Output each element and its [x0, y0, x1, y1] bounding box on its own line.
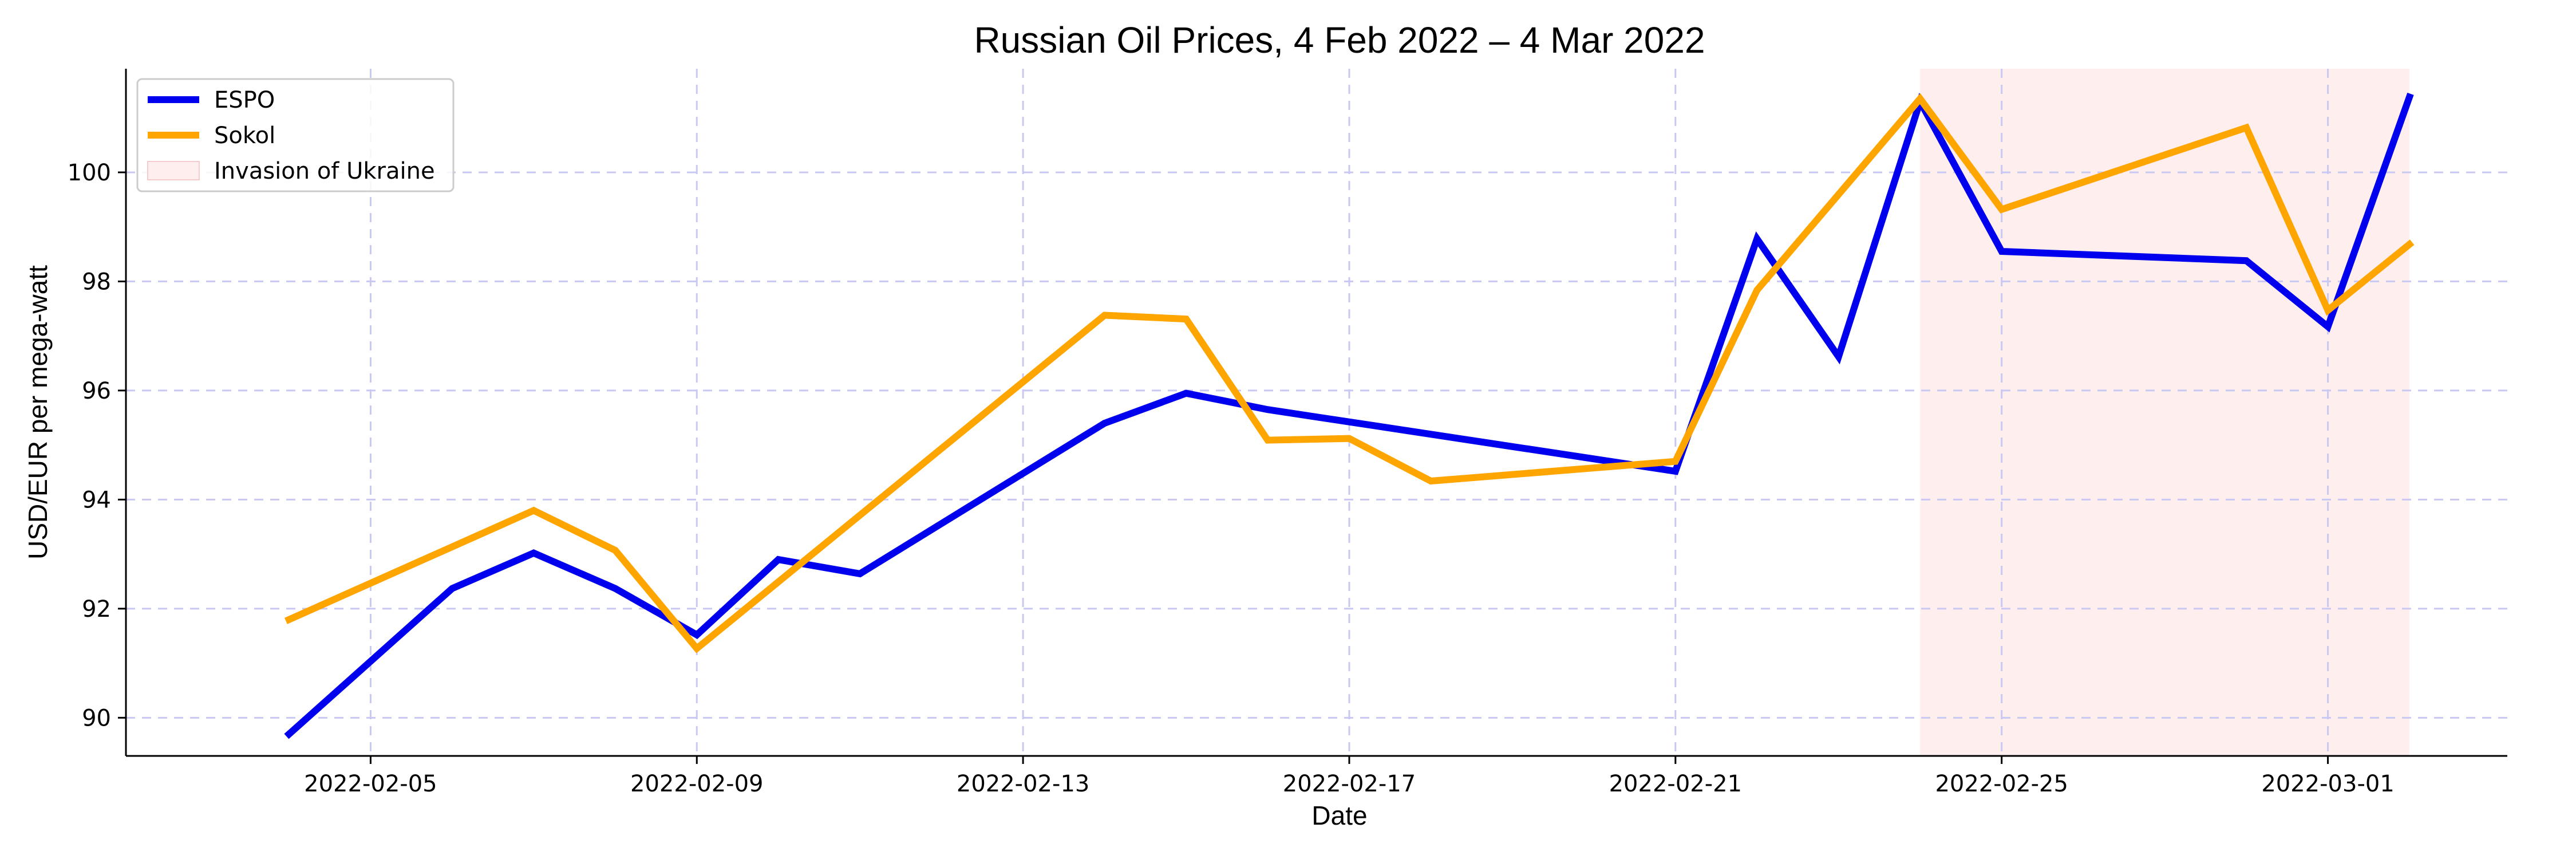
y-tick-label-3: 96	[82, 378, 111, 404]
x-tick-label-5: 2022-02-25	[1935, 771, 2068, 797]
x-tick-label-2: 2022-02-13	[957, 771, 1089, 797]
legend: ESPO Sokol Invasion of Ukraine	[136, 78, 455, 192]
y-tick-label-5: 100	[68, 160, 111, 186]
series-line-sokol	[284, 93, 2415, 653]
y-axis-label: USD/EUR per mega-watt	[23, 265, 53, 559]
x-tick-label-1: 2022-02-09	[630, 771, 763, 797]
legend-invasion-swatch	[147, 161, 200, 180]
x-axis-ticks: 2022-02-05 2022-02-09 2022-02-13 2022-02-17…	[304, 756, 2395, 797]
axes-spines	[125, 69, 2507, 757]
y-tick-label-2: 94	[82, 487, 111, 513]
x-tick-label-3: 2022-02-17	[1283, 771, 1416, 797]
x-tick-label-4: 2022-02-21	[1609, 771, 1742, 797]
legend-invasion-label: Invasion of Ukraine	[214, 158, 435, 184]
y-tick-label-1: 92	[82, 596, 111, 622]
y-tick-label-0: 90	[82, 705, 111, 731]
x-axis-label: Date	[1311, 801, 1367, 830]
legend-espo-label: ESPO	[214, 87, 275, 113]
y-tick-label-4: 98	[82, 269, 111, 295]
x-tick-label-6: 2022-03-01	[2261, 771, 2394, 797]
y-axis-ticks: 90 92 94 96 98 100	[68, 160, 126, 731]
series-line-espo	[284, 92, 2414, 739]
chart-title: Russian Oil Prices, 4 Feb 2022 – 4 Mar 2…	[974, 19, 1705, 61]
legend-frame	[136, 78, 455, 192]
x-tick-label-0: 2022-02-05	[304, 771, 437, 797]
series-layer	[284, 92, 2415, 739]
legend-sokol-label: Sokol	[214, 123, 275, 149]
gridlines	[126, 69, 2507, 756]
